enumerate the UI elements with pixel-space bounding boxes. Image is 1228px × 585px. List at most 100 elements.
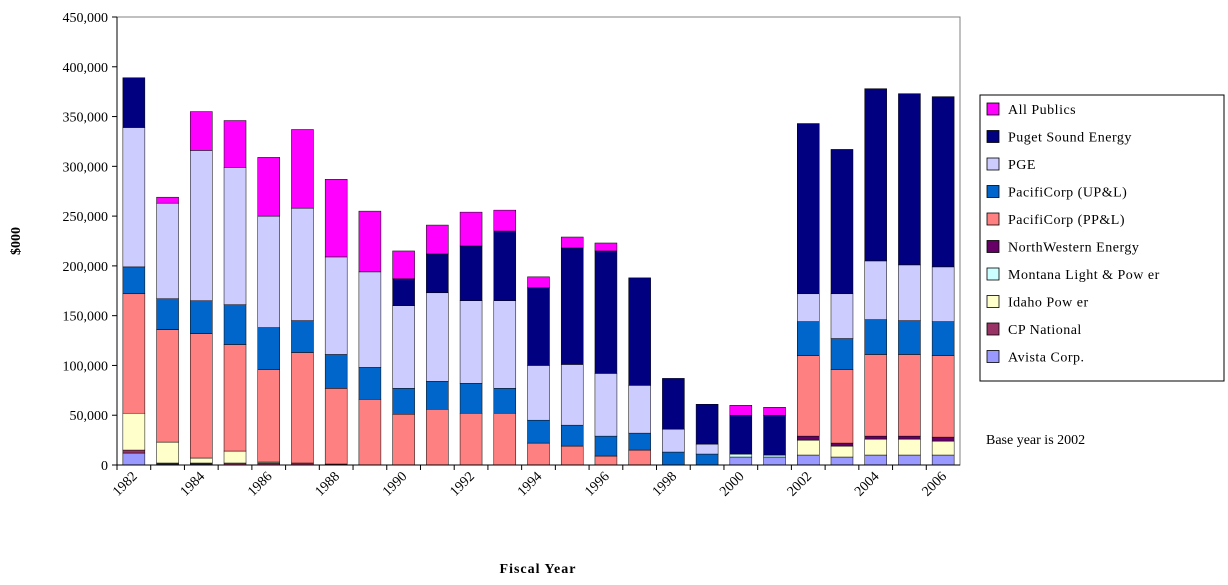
bar-segment xyxy=(931,440,955,456)
annotation: Base year is 2002 xyxy=(986,433,1085,448)
bar-segment xyxy=(898,435,921,440)
bar-segment xyxy=(122,127,146,268)
legend-label: Avista Corp. xyxy=(1008,351,1085,366)
bar-segment xyxy=(291,129,314,209)
bar-segment xyxy=(156,202,179,299)
x-tick-label: 1990 xyxy=(380,469,410,499)
x-tick-label: 1996 xyxy=(582,469,612,499)
bar-segment xyxy=(291,352,314,464)
bar-segment xyxy=(190,333,213,459)
bar-segment xyxy=(122,293,146,414)
bar-segment xyxy=(291,320,314,353)
bar-segment xyxy=(324,256,348,355)
legend-label: PacifiCorp (PP&L) xyxy=(1008,213,1125,228)
legend-swatch xyxy=(986,267,1000,281)
bar-segment xyxy=(931,454,955,466)
y-tick-label: 50,000 xyxy=(70,409,109,424)
legend-swatch xyxy=(986,295,1000,308)
bar-segment xyxy=(931,266,955,322)
y-tick-label: 300,000 xyxy=(63,160,109,175)
bar-segment xyxy=(594,373,618,437)
bar-segment xyxy=(898,320,921,355)
bar-segment xyxy=(864,454,887,466)
bar-segment xyxy=(864,354,887,437)
y-tick-label: 450,000 xyxy=(63,11,109,26)
x-tick-label: 2004 xyxy=(852,469,882,499)
bar-segment xyxy=(257,327,280,370)
bar-segment xyxy=(864,260,887,320)
bar-segment xyxy=(426,381,449,410)
bar-segment xyxy=(560,424,584,447)
bar-segment xyxy=(459,300,483,384)
bar-segment xyxy=(459,412,483,466)
x-tick-label: 1986 xyxy=(245,469,275,499)
bar-segment xyxy=(729,456,753,466)
bar-segment xyxy=(797,435,820,441)
x-tick-label: 1988 xyxy=(313,469,343,499)
bar-segment xyxy=(223,344,247,452)
x-tick-label: 1982 xyxy=(110,469,140,499)
bar-segment xyxy=(662,378,685,430)
bar-segment xyxy=(358,271,382,368)
bar-segment xyxy=(797,454,820,466)
bar-segment xyxy=(729,405,753,416)
legend-label: Puget Sound Energy xyxy=(1008,131,1132,146)
bar-segment xyxy=(527,365,550,421)
bar-segment xyxy=(392,413,415,466)
bar-segment xyxy=(122,452,146,466)
legend-swatch xyxy=(986,157,1000,171)
bar-segment xyxy=(560,236,584,249)
bar-segment xyxy=(628,432,651,451)
bar-segment xyxy=(763,454,786,458)
bar-segment xyxy=(223,304,247,345)
legend-swatch xyxy=(986,240,1000,253)
bar-segment xyxy=(729,453,753,458)
bar-segment xyxy=(628,385,651,434)
bar-segment xyxy=(426,292,449,382)
x-tick-label: 1994 xyxy=(515,469,545,499)
bar-segment xyxy=(628,277,651,386)
bar-segment xyxy=(594,250,618,374)
y-tick-label: 150,000 xyxy=(63,310,109,325)
bar-segment xyxy=(729,414,753,455)
y-tick-label: 250,000 xyxy=(63,210,109,225)
bar-segment xyxy=(156,196,179,204)
bar-segment xyxy=(223,450,247,464)
y-tick-label: 400,000 xyxy=(63,61,109,76)
y-tick-label: 350,000 xyxy=(63,111,109,126)
bar-segment xyxy=(493,300,517,389)
bar-segment xyxy=(392,388,415,415)
bar-segment xyxy=(695,404,719,445)
bar-segment xyxy=(797,321,820,356)
bar-segment xyxy=(898,438,921,456)
bar-segment xyxy=(864,438,887,456)
bar-segment xyxy=(358,399,382,466)
bar-segment xyxy=(358,210,382,273)
x-tick-label: 2000 xyxy=(717,469,747,499)
y-tick-label: 0 xyxy=(101,459,108,474)
bar-segment xyxy=(493,230,517,301)
x-tick-label: 1984 xyxy=(178,469,208,499)
bar-segment xyxy=(392,250,415,280)
bar-segment xyxy=(122,266,146,295)
bar-segment xyxy=(763,456,786,466)
bar-segment xyxy=(426,253,449,294)
bar-segment xyxy=(898,93,921,266)
bar-segment xyxy=(931,436,955,442)
bar-segment xyxy=(797,123,820,295)
bar-segment xyxy=(122,77,146,128)
legend-swatch xyxy=(986,102,1000,116)
x-tick-label: 2002 xyxy=(785,469,815,499)
bar-segment xyxy=(594,435,618,457)
bar-segment xyxy=(830,338,854,370)
legend-swatch xyxy=(986,130,1000,143)
bar-segment xyxy=(459,245,483,301)
bar-segment xyxy=(560,364,584,426)
bar-segment xyxy=(190,300,213,334)
bar-segment xyxy=(122,449,146,454)
y-axis-title: $000 xyxy=(9,227,24,255)
bar-segment xyxy=(223,167,247,305)
bar-segment xyxy=(898,354,921,437)
